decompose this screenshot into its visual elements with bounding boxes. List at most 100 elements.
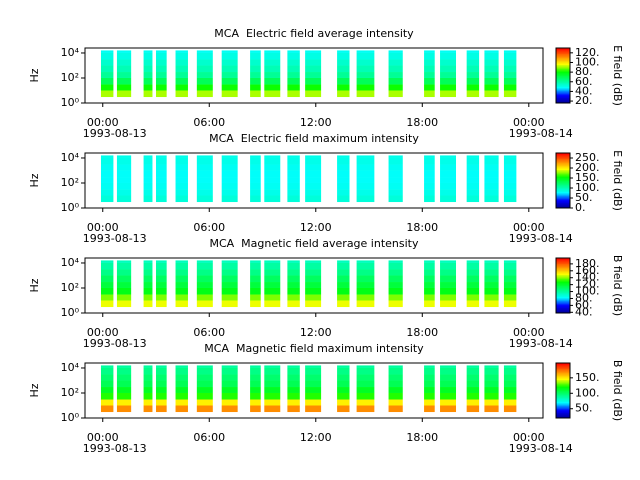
spectrogram-cell (175, 177, 188, 183)
spectrogram-cell (264, 399, 281, 406)
colorbar-slice (556, 385, 570, 387)
spectrogram-cell (143, 365, 153, 368)
spectrogram-cell (503, 77, 517, 85)
spectrogram-cell (156, 170, 167, 178)
spectrogram-cell (356, 275, 375, 283)
colorbar-slice (556, 398, 570, 401)
x-tick-label: 12:00 (300, 326, 332, 339)
spectrogram-cell (287, 294, 300, 301)
spectrogram-cell (287, 72, 300, 78)
spectrogram-cell (287, 77, 300, 85)
y-tick-label: 10² (61, 386, 79, 399)
spectrogram-cell (175, 300, 188, 308)
spectrogram-cell (156, 90, 167, 98)
x-tick-label: 00:00 (87, 221, 119, 234)
colorbar-slice (556, 393, 570, 396)
spectrogram-cell (305, 365, 322, 368)
colorbar-slice (556, 172, 570, 175)
colorbar-slice (556, 412, 570, 415)
spectrogram-cell (337, 399, 350, 406)
colorbar-slice (556, 93, 570, 96)
spectrogram-cell (221, 275, 238, 283)
spectrogram-cell (287, 387, 300, 393)
spectrogram-cell (156, 294, 167, 301)
spectrogram-cell (143, 392, 153, 400)
colorbar-slice (556, 405, 570, 408)
colorbar-slice (556, 292, 570, 295)
spectrogram-cell (221, 287, 238, 295)
spectrogram-cell (466, 164, 480, 171)
colorbar-slice (556, 94, 570, 97)
spectrogram-cell (156, 300, 167, 308)
spectrogram-cell (484, 260, 499, 263)
spectrogram-cell (440, 155, 457, 158)
spectrogram-cell (250, 387, 261, 393)
spectrogram-cell (484, 157, 499, 165)
spectrogram-cell (424, 260, 435, 263)
y-tick-label: 10⁴ (61, 256, 80, 269)
spectrogram-cell (264, 294, 281, 301)
y-axis-label: Hz (28, 68, 41, 82)
spectrogram-cell (424, 399, 435, 406)
spectrogram-cell (466, 155, 480, 158)
spectrogram-cell (337, 65, 350, 73)
spectrogram-cell (503, 189, 517, 196)
colorbar-slice (556, 383, 570, 386)
spectrogram-cell (388, 399, 403, 406)
colorbar-slice (556, 197, 570, 199)
spectrogram-cell (250, 294, 261, 301)
spectrogram-cell (116, 405, 132, 413)
spectrogram-cell (100, 189, 114, 196)
spectrogram-cell (440, 405, 457, 413)
spectrogram-cell (424, 374, 435, 381)
spectrogram-cell (337, 84, 350, 91)
spectrogram-cell (264, 182, 281, 190)
spectrogram-cell (388, 367, 403, 375)
spectrogram-cell (424, 262, 435, 270)
spectrogram-cell (466, 275, 480, 283)
x-tick-label: 12:00 (300, 116, 332, 129)
x-tick-label: 18:00 (406, 221, 438, 234)
spectrogram-cell (388, 282, 403, 288)
spectrogram-cell (250, 269, 261, 276)
spectrogram-cell (175, 399, 188, 406)
spectrogram-cell (305, 287, 322, 295)
spectrogram-cell (100, 392, 114, 400)
y-tick-label: 10² (61, 281, 79, 294)
spectrogram-cell (250, 50, 261, 53)
spectrogram-cell (264, 387, 281, 393)
spectrogram-cell (388, 275, 403, 283)
spectrogram-cell (424, 90, 435, 98)
spectrogram-cell (440, 262, 457, 270)
spectrogram-cell (466, 195, 480, 203)
spectrogram-cell (503, 294, 517, 301)
spectrogram-cell (175, 50, 188, 53)
colorbar-slice (556, 295, 570, 297)
spectrogram-cell (100, 275, 114, 283)
spectrogram-cell (156, 72, 167, 78)
spectrogram-cell (175, 182, 188, 190)
colorbar-tick-label: 80. (575, 291, 593, 304)
spectrogram-cell (484, 155, 499, 158)
colorbar-slice (556, 201, 570, 203)
spectrogram-cell (337, 367, 350, 375)
spectrogram-cell (440, 269, 457, 276)
spectrogram-cell (484, 77, 499, 85)
spectrogram-cell (250, 195, 261, 203)
colorbar-slice (556, 199, 570, 202)
colorbar-tick-label: 100. (575, 386, 600, 399)
x-tick-label: 06:00 (193, 431, 225, 444)
spectrogram-cell (116, 84, 132, 91)
spectrogram-cell (388, 195, 403, 203)
spectrogram-cell (305, 189, 322, 196)
spectrogram-cell (250, 155, 261, 158)
spectrogram-cell (156, 287, 167, 295)
spectrogram-cell (466, 365, 480, 368)
spectrogram-cell (116, 365, 132, 368)
colorbar-slice (556, 262, 570, 264)
colorbar-tick-label: 150. (575, 171, 600, 184)
spectrogram-cell (100, 77, 114, 85)
spectrogram-cell (388, 90, 403, 98)
colorbar-tick-label: 120. (575, 46, 600, 59)
colorbar-label: B field (dB) (611, 360, 624, 421)
